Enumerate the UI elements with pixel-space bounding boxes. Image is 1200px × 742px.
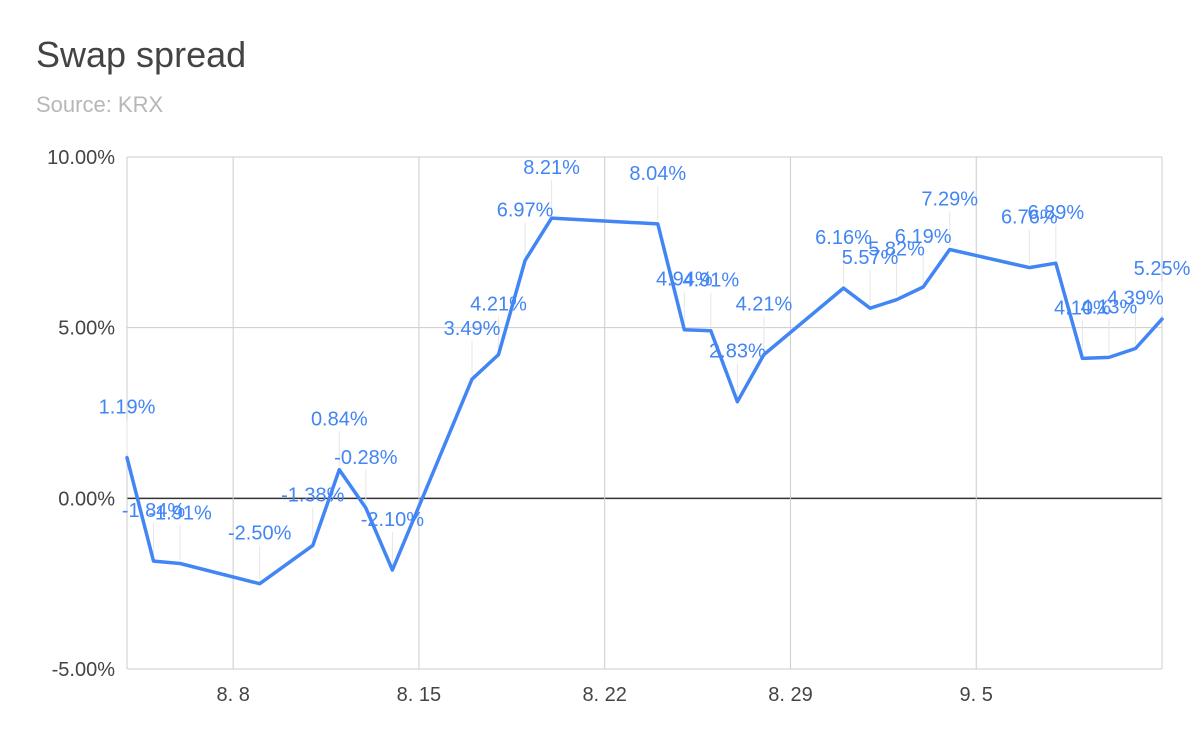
chart-subtitle: Source: KRX bbox=[36, 92, 164, 117]
series-line bbox=[125, 216, 1164, 586]
data-label: 5.25% bbox=[1134, 258, 1191, 280]
data-label: 4.21% bbox=[470, 294, 527, 316]
data-label: 6.16% bbox=[815, 227, 872, 249]
data-label: 6.97% bbox=[497, 199, 554, 221]
data-label: 4.39% bbox=[1107, 287, 1164, 309]
data-label: 4.13% bbox=[1081, 296, 1138, 318]
data-label: -2.10% bbox=[361, 509, 425, 531]
data-label: 4.94% bbox=[656, 269, 713, 291]
data-label: -1.84% bbox=[122, 500, 186, 522]
y-tick-label: -5.00% bbox=[52, 659, 116, 681]
data-label: 7.29% bbox=[921, 189, 978, 211]
data-label: 5.82% bbox=[868, 239, 925, 261]
x-tick-label: 9. 5 bbox=[960, 684, 993, 706]
data-label: 6.19% bbox=[895, 226, 952, 248]
data-label: 2.83% bbox=[709, 341, 766, 363]
x-tick-label: 8. 15 bbox=[397, 684, 441, 706]
chart-title: Swap spread bbox=[36, 34, 247, 75]
grid-lines bbox=[126, 156, 1163, 670]
data-label: -2.50% bbox=[228, 523, 292, 545]
data-label: 1.19% bbox=[99, 397, 156, 419]
data-label: 4.91% bbox=[682, 270, 739, 292]
x-tick-label: 8. 22 bbox=[582, 684, 626, 706]
data-label: 6.76% bbox=[1001, 207, 1058, 229]
data-label: -1.38% bbox=[281, 484, 345, 506]
data-label: 8.04% bbox=[629, 163, 686, 185]
label-leaders bbox=[126, 180, 1163, 580]
y-tick-label: 0.00% bbox=[58, 488, 115, 510]
data-label: 4.10% bbox=[1054, 297, 1111, 319]
data-label: -1.91% bbox=[148, 503, 212, 525]
data-label: 8.21% bbox=[523, 157, 580, 179]
data-label: 6.89% bbox=[1027, 202, 1084, 224]
axis-labels: 10.00% 5.00% 0.00% -5.00% 8. 8 8. 15 8. 22 8. 2… bbox=[47, 147, 993, 706]
data-label: 3.49% bbox=[444, 318, 501, 340]
y-tick-label: 5.00% bbox=[58, 318, 115, 340]
data-labels: 1.19% -1.84%-1.91% -2.50% -1.38% 0.84% -0.28%… bbox=[99, 157, 1191, 545]
data-label: 5.57% bbox=[842, 247, 899, 269]
x-tick-label: 8. 29 bbox=[768, 684, 812, 706]
x-tick-label: 8. 8 bbox=[216, 684, 249, 706]
data-label: -0.28% bbox=[334, 447, 398, 469]
data-label: 0.84% bbox=[311, 409, 368, 431]
data-label: 4.21% bbox=[736, 294, 793, 316]
y-tick-label: 10.00% bbox=[47, 147, 115, 169]
